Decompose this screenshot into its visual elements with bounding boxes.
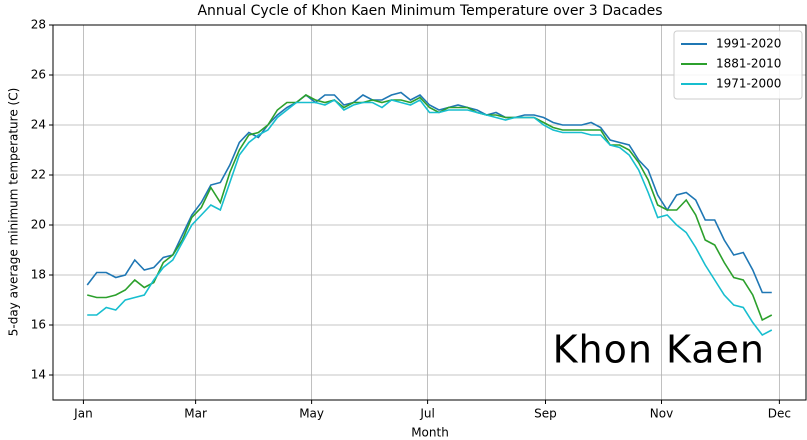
annotation: Khon Kaen xyxy=(553,328,765,372)
legend-label: 1991-2020 xyxy=(716,37,781,51)
data-line xyxy=(87,94,773,322)
y-tick-label: 22 xyxy=(31,168,46,182)
y-tick-label: 16 xyxy=(31,318,46,332)
y-tick-label: 28 xyxy=(31,18,46,32)
x-tick-label: May xyxy=(299,407,324,421)
y-tick-label: 14 xyxy=(31,368,46,382)
y-tick-label: 20 xyxy=(31,218,46,232)
y-axis-label: 5-day average minimum temperature (C) xyxy=(7,88,21,337)
legend-label: 1881-2010 xyxy=(716,57,781,71)
legend-box xyxy=(673,30,803,100)
data-line xyxy=(87,98,773,337)
y-tick-label: 26 xyxy=(31,68,46,82)
y-tick-label: 18 xyxy=(31,268,46,282)
legend-label: 1971-2000 xyxy=(716,77,781,91)
chart-title: Annual Cycle of Khon Kaen Minimum Temper… xyxy=(197,3,662,19)
plot-frame xyxy=(52,24,807,401)
x-tick-label: Mar xyxy=(184,407,207,421)
x-tick-label: Dec xyxy=(768,407,791,421)
x-tick-label: Nov xyxy=(650,407,673,421)
x-tick-label: Jul xyxy=(419,407,434,421)
x-tick-label: Sep xyxy=(534,407,557,421)
x-tick-label: Jan xyxy=(73,407,93,421)
y-tick-label: 24 xyxy=(31,118,46,132)
data-line xyxy=(86,91,772,294)
x-axis-label: Month xyxy=(411,426,449,440)
